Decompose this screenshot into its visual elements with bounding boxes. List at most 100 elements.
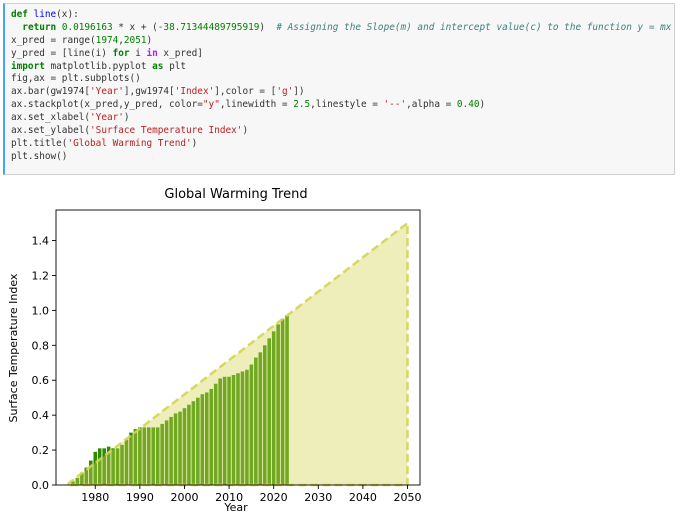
bar	[164, 420, 169, 485]
bar	[196, 397, 200, 485]
bar	[276, 324, 280, 485]
code-cell[interactable]: def line(x): return 0.0196163 * x + (-38…	[3, 3, 675, 175]
code-token: import	[11, 60, 45, 72]
code-token: def	[11, 9, 34, 20]
code-token: ,alpha =	[406, 99, 457, 111]
bar	[102, 448, 106, 485]
code-token: line	[33, 9, 57, 20]
code-token: "y"	[202, 99, 220, 111]
y-tick-label: 1.0	[32, 304, 50, 317]
y-tick-label: 0.8	[32, 339, 50, 352]
global-warming-chart: Global Warming Trend 1980 1990 2000 2010 202…	[7, 187, 422, 514]
bar	[155, 427, 160, 485]
code-token: matplotlib.pyplot	[44, 60, 153, 72]
code-token: 'Index'	[174, 86, 215, 98]
bar	[271, 331, 276, 485]
code-token: 1974	[95, 34, 119, 46]
bar	[93, 451, 98, 485]
code-token: plt	[163, 60, 186, 72]
bar	[182, 408, 187, 485]
y-axis-label: Surface Temperature Index	[7, 273, 20, 422]
code-token: return	[22, 21, 62, 33]
bar	[169, 416, 173, 485]
y-tick-label: 1.2	[32, 269, 50, 282]
x-tick-label: 2050	[394, 491, 422, 504]
code-token: 2051	[123, 34, 147, 46]
code-line: plt.show()	[11, 151, 668, 164]
code-token: 'Global Warming Trend'	[67, 137, 192, 149]
axes-frame	[55, 209, 421, 486]
code-token: # Assigning the Slope(m) and intercept v…	[276, 21, 675, 33]
code-token: 2.5	[293, 99, 311, 111]
y-tick-label: 1.4	[32, 235, 50, 248]
code-token: -38.71344489795919	[157, 21, 260, 33]
bar	[213, 383, 218, 485]
code-token: as	[152, 60, 164, 72]
code-token: x_pred]	[157, 47, 203, 59]
code-token: y_pred = [line(i)	[11, 47, 113, 59]
code-token: 'Year'	[90, 86, 124, 98]
x-axis-label: Year	[223, 501, 248, 514]
y-axis: 0.0 0.2 0.4 0.6 0.8 1.0 1.2 1.4	[32, 235, 56, 492]
bar	[75, 478, 80, 485]
bar	[240, 371, 245, 485]
bar	[160, 423, 164, 485]
code-token: x_pred = range(	[11, 34, 96, 46]
code-line: ax.bar(gw1974['Year'],gw1974['Index'],co…	[11, 86, 668, 99]
code-line: import matplotlib.pyplot as plt	[11, 61, 668, 74]
bar	[209, 388, 214, 485]
bar	[129, 432, 133, 485]
code-token: * x + (	[112, 21, 158, 33]
bar	[254, 357, 258, 485]
bar	[218, 378, 222, 485]
code-token	[11, 22, 22, 33]
bar	[187, 404, 191, 485]
bar	[204, 392, 209, 485]
bar	[178, 411, 182, 485]
bar	[267, 338, 272, 485]
code-token: 'Year'	[90, 112, 124, 124]
bar	[262, 345, 267, 485]
code-token: )	[242, 125, 249, 137]
x-axis: 1980 1990 2000 2010 2020 2030 2040 2050	[81, 485, 422, 504]
bar	[258, 352, 263, 485]
bar	[285, 315, 289, 485]
code-token: (x):	[56, 9, 79, 20]
bar	[106, 446, 111, 485]
bar	[142, 427, 147, 485]
code-token: )	[123, 112, 130, 124]
code-token: ax.bar(gw1974[	[11, 86, 91, 98]
x-tick-label: 2000	[170, 491, 198, 504]
bar	[151, 427, 156, 485]
bar	[173, 413, 178, 485]
code-token: plt.title(	[11, 137, 68, 149]
bar	[227, 376, 231, 485]
code-line: ax.stackplot(x_pred,y_pred, color="y",li…	[11, 99, 668, 112]
code-token: i	[129, 47, 147, 59]
bar	[138, 427, 142, 485]
code-line: plt.title('Global Warming Trend')	[11, 138, 668, 151]
bar	[84, 467, 89, 485]
bar	[222, 376, 227, 485]
bar	[124, 439, 129, 485]
code-token: ax.set_ylabel(	[11, 125, 91, 137]
code-token: )	[146, 34, 153, 46]
output-area: Global Warming Trend 1980 1990 2000 2010 202…	[0, 178, 680, 515]
code-line: return 0.0196163 * x + (-38.713444897959…	[11, 21, 671, 35]
code-token: '--'	[383, 99, 407, 111]
code-token: 0.0196163	[61, 21, 113, 33]
code-token: for	[112, 47, 130, 59]
code-token: 'g'	[276, 86, 294, 98]
code-token: 'Surface Temperature Index'	[90, 125, 243, 137]
bar	[200, 394, 205, 485]
bar	[97, 448, 102, 485]
code-token: ])	[293, 86, 305, 98]
code-token: )	[191, 137, 198, 149]
bar	[89, 460, 93, 485]
x-tick-label: 1980	[81, 491, 109, 504]
code-token: ax.set_xlabel(	[11, 112, 91, 124]
bar	[249, 364, 254, 485]
bar	[191, 401, 196, 485]
x-tick-label: 2010	[215, 491, 243, 504]
code-line: x_pred = range(1974,2051)	[11, 35, 668, 48]
